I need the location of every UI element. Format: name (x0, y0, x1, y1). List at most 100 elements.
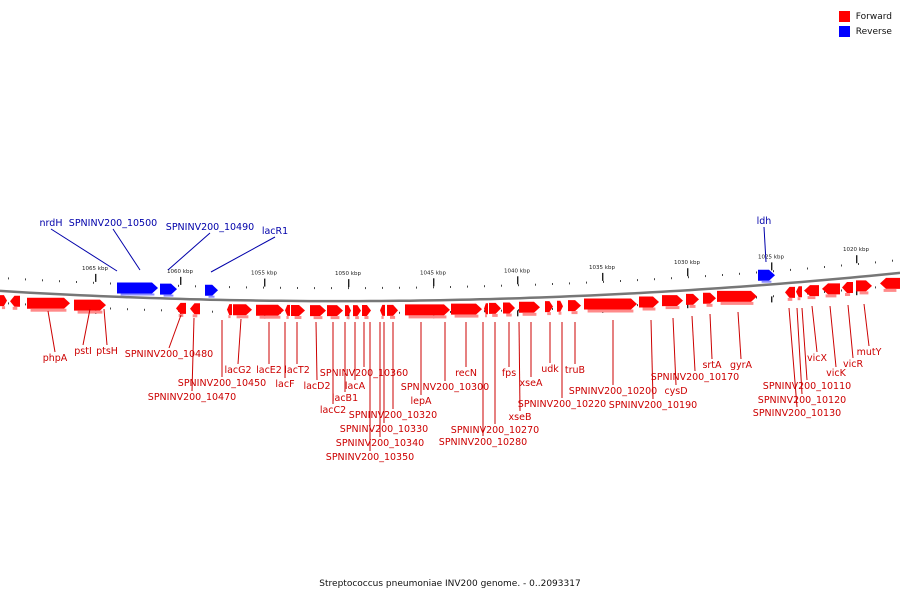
minor-tick (399, 286, 400, 289)
gene-arrow[interactable] (256, 304, 284, 319)
gene-arrow[interactable] (387, 304, 398, 319)
gene-label-spninv200-10200[interactable]: SPNINV200_10200 (569, 386, 657, 397)
gene-arrow[interactable] (519, 301, 540, 316)
gene-arrow[interactable] (10, 295, 20, 310)
gene-label-spninv200-10110[interactable]: SPNINV200_10110 (763, 381, 851, 392)
gene-arrow[interactable] (758, 269, 775, 283)
gene-arrow[interactable] (405, 304, 450, 319)
gene-arrow[interactable] (785, 286, 795, 301)
gene-label-spninv200-10300[interactable]: SPNINV200_10300 (401, 382, 489, 393)
gene-label-spninv200-10360[interactable]: SPNINV200_10360 (320, 368, 408, 379)
gene-arrow[interactable] (27, 297, 70, 312)
gene-label-spninv200-10350[interactable]: SPNINV200_10350 (326, 452, 414, 463)
gene-arrow[interactable] (176, 302, 186, 317)
gene-arrow[interactable] (842, 282, 853, 296)
gene-arrow[interactable] (353, 305, 361, 320)
gene-label-xseb[interactable]: xseB (509, 412, 532, 423)
gene-arrow[interactable] (291, 305, 305, 319)
gene-shadow (208, 295, 215, 298)
gene-label-vick[interactable]: vicK (826, 368, 846, 379)
gene-arrow[interactable] (880, 277, 900, 292)
gene-label-recn[interactable]: recN (455, 368, 477, 379)
gene-label-xsea[interactable]: xseA (520, 378, 543, 389)
gene-body (227, 304, 232, 316)
gene-label-ldh[interactable]: ldh (757, 216, 772, 227)
gene-label-lacc2[interactable]: lacC2 (320, 405, 346, 416)
gene-arrow[interactable] (503, 302, 515, 317)
gene-arrow[interactable] (662, 295, 683, 310)
gene-arrow[interactable] (584, 298, 637, 313)
gene-label-lacg2[interactable]: lacG2 (224, 365, 251, 376)
gene-arrow[interactable] (205, 284, 218, 298)
gene-label-nrdh[interactable]: nrdH (40, 218, 63, 229)
gene-label-spninv200-10130[interactable]: SPNINV200_10130 (753, 408, 841, 419)
gene-label-spninv200-10170[interactable]: SPNINV200_10170 (651, 372, 739, 383)
gene-label-lace2[interactable]: lacE2 (256, 365, 282, 376)
gene-label-spninv200-10490[interactable]: SPNINV200_10490 (166, 222, 254, 233)
gene-label-fps[interactable]: fps (502, 368, 516, 379)
gene-label-vicr[interactable]: vicR (843, 359, 863, 370)
gene-label-spninv200-10450[interactable]: SPNINV200_10450 (178, 378, 266, 389)
gene-arrow[interactable] (484, 303, 488, 318)
gene-label-lacf[interactable]: lacF (275, 379, 294, 390)
gene-arrow[interactable] (451, 303, 482, 318)
gene-arrow[interactable] (380, 304, 385, 319)
gene-body (703, 292, 716, 304)
gene-arrow[interactable] (190, 303, 200, 318)
gene-label-spninv200-10480[interactable]: SPNINV200_10480 (125, 349, 213, 360)
gene-arrow[interactable] (545, 301, 553, 316)
gene-label-laca[interactable]: lacA (345, 381, 366, 392)
gene-label-cysd[interactable]: cysD (664, 386, 687, 397)
gene-label-udk[interactable]: udk (541, 364, 559, 375)
gene-label-spninv200-10330[interactable]: SPNINV200_10330 (340, 424, 428, 435)
gene-arrow[interactable] (74, 299, 106, 314)
gene-label-lepa[interactable]: lepA (410, 396, 432, 407)
gene-label-spninv200-10120[interactable]: SPNINV200_10120 (758, 395, 846, 406)
gene-arrow[interactable] (160, 283, 177, 297)
gene-arrow[interactable] (686, 293, 699, 308)
gene-label-spninv200-10280[interactable]: SPNINV200_10280 (439, 437, 527, 448)
minor-tick (42, 279, 43, 282)
gene-label-psti[interactable]: pstI (74, 346, 92, 357)
gene-arrow[interactable] (557, 300, 563, 315)
gene-label-spninv200-10320[interactable]: SPNINV200_10320 (349, 410, 437, 421)
minor-tick (484, 310, 485, 313)
gene-arrow[interactable] (227, 304, 232, 319)
gene-label-spninv200-10190[interactable]: SPNINV200_10190 (609, 400, 697, 411)
gene-arrow[interactable] (804, 285, 819, 300)
gene-label-lact2[interactable]: lacT2 (284, 365, 310, 376)
gene-label-spninv200-10340[interactable]: SPNINV200_10340 (336, 438, 424, 449)
gene-arrow[interactable] (0, 295, 7, 310)
gene-label-gyra[interactable]: gyrA (730, 360, 753, 371)
gene-label-lacr1[interactable]: lacR1 (262, 226, 288, 237)
gene-arrow[interactable] (639, 296, 659, 311)
gene-arrow[interactable] (703, 292, 716, 307)
gene-arrow[interactable] (489, 302, 501, 317)
gene-arrow[interactable] (796, 286, 802, 301)
gene-arrow[interactable] (822, 283, 840, 298)
gene-shadow (689, 304, 696, 308)
gene-label-spninv200-10270[interactable]: SPNINV200_10270 (451, 425, 539, 436)
gene-label-muty[interactable]: mutY (857, 347, 882, 358)
gene-label-lacb1[interactable]: lacB1 (332, 393, 358, 404)
gene-arrow[interactable] (362, 305, 371, 319)
gene-label-spninv200-10470[interactable]: SPNINV200_10470 (148, 392, 236, 403)
minor-tick (110, 307, 111, 310)
gene-arrow[interactable] (717, 290, 757, 305)
gene-label-spninv200-10500[interactable]: SPNINV200_10500 (69, 218, 157, 229)
gene-label-phpa[interactable]: phpA (43, 353, 68, 364)
gene-arrow[interactable] (856, 280, 872, 295)
gene-arrow[interactable] (285, 304, 290, 319)
gene-label-ptsh[interactable]: ptsH (96, 346, 118, 357)
gene-arrow[interactable] (327, 305, 343, 320)
gene-arrow[interactable] (233, 304, 252, 319)
gene-arrow[interactable] (310, 305, 326, 320)
gene-label-srta[interactable]: srtA (702, 360, 722, 371)
gene-label-lacd2[interactable]: lacD2 (303, 381, 330, 392)
gene-arrow[interactable] (568, 300, 581, 315)
gene-arrow[interactable] (345, 305, 351, 320)
gene-label-vicx[interactable]: vicX (807, 353, 827, 364)
gene-label-trub[interactable]: truB (565, 365, 585, 376)
gene-label-spninv200-10220[interactable]: SPNINV200_10220 (518, 399, 606, 410)
gene-arrow[interactable] (117, 282, 158, 296)
